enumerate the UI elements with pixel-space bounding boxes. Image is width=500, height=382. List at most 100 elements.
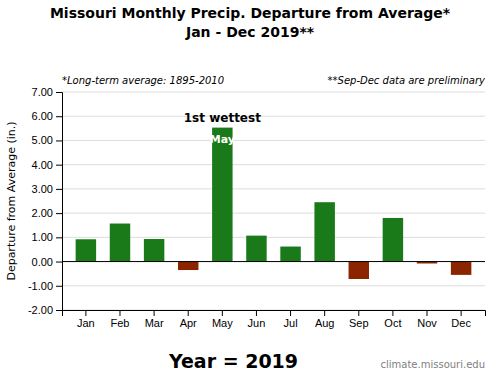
grid-line [62,261,485,262]
x-tick: Feb [111,310,130,329]
x-tick-label: Jun [248,317,266,329]
x-tick-mark [392,310,393,316]
y-tick: -2.00 [28,304,62,316]
bar [212,128,232,262]
grid-line [62,92,485,93]
y-tick: 3.00 [32,183,62,195]
x-tick: Jun [248,310,266,329]
bar [280,247,300,262]
source: climate.missouri.edu [381,359,485,370]
x-tick-label: Dec [451,317,471,329]
y-tick-mark [56,92,62,93]
bar [383,218,403,262]
x-tick-label: Jan [77,317,95,329]
x-tick: Dec [451,310,471,329]
bar [178,262,198,270]
bar [246,236,266,262]
x-tick-label: Nov [417,317,437,329]
y-tick-label: 6.00 [32,110,53,122]
y-tick-mark [56,165,62,166]
title: Missouri Monthly Precip. Departure from … [50,5,451,21]
annotation: 1st wettest [184,111,261,125]
y-tick: 2.00 [32,207,62,219]
y-tick-mark [56,140,62,141]
y-tick: -1.00 [28,280,62,292]
y-tick-label: 3.00 [32,183,53,195]
x-tick-mark [324,310,325,316]
plot-area: -2.00 -1.00 0.00 1.00 2.00 3.00 4.00 5.00 6.00 7.… [28,86,486,329]
y-tick-mark [56,310,62,311]
x-tick: May [212,310,233,329]
y-tick-label: 2.00 [32,207,53,219]
x-tick-mark [222,310,223,316]
bar [144,239,164,262]
x-tick-label: May [212,317,233,329]
subtitle: Jan - Dec 2019** [185,24,315,40]
y-tick: 6.00 [32,110,62,122]
y-tick: 1.00 [32,231,62,243]
grid-line [62,213,485,214]
x-tick-label: Apr [180,317,197,329]
x-tick-label: Aug [315,317,335,329]
bars [76,128,472,279]
x-tick: Jul [284,310,298,329]
x-tick-mark [290,310,291,316]
x-tick-label: Jul [284,317,298,329]
x-tick-mark [256,310,257,316]
grid-line [62,164,485,165]
y-tick: 7.00 [32,86,62,98]
grid-line [62,116,485,117]
footnote: *Long-term average: 1895-2010 [62,75,224,86]
y-tick-mark [56,213,62,214]
y-tick-label: 4.00 [32,159,53,171]
x-tick-label: Sep [349,317,369,329]
y-tick-mark [56,189,62,190]
footnote: **Sep-Dec data are preliminary [328,75,487,86]
bar [349,262,369,279]
x-tick: Apr [180,310,197,329]
grid-line [62,188,485,189]
annotation: May [210,133,235,146]
chart: Missouri Monthly Precip. Departure from … [0,0,500,382]
y-tick: 0.00 [32,256,62,268]
y-tick-mark [56,286,62,287]
grid-line [62,140,485,141]
y-axis-title: Departure from Average (in.) [5,121,18,280]
bar [110,224,130,262]
grid [62,92,485,310]
y-tick-mark [56,237,62,238]
y-axis-line [56,93,63,311]
y-axis: -2.00 -1.00 0.00 1.00 2.00 3.00 4.00 5.00 6.00 7.… [28,86,63,316]
x-tick-label: Mar [145,317,164,329]
y-tick: 5.00 [32,134,62,146]
grid-line [62,285,485,286]
x-tick: Nov [417,310,437,329]
y-tick-mark [56,116,62,117]
y-tick-label: 1.00 [32,231,53,243]
x-tick-label: Oct [384,317,401,329]
x-axis-title: Year = 2019 [168,350,298,372]
x-tick: Mar [145,310,164,329]
y-tick-label: -2.00 [28,304,53,316]
x-tick-mark [154,310,155,316]
y-tick-mark [56,262,62,263]
y-tick-label: -1.00 [28,280,53,292]
bar [451,262,471,275]
x-tick-mark [461,310,462,316]
y-tick-label: 7.00 [32,86,53,98]
zero-line [62,261,485,262]
y-tick: 4.00 [32,159,62,171]
bar [314,202,334,261]
x-tick: Oct [384,310,401,329]
x-tick-mark [85,310,86,316]
x-tick: Aug [315,310,335,329]
x-tick-label: Feb [111,317,130,329]
y-tick-label: 5.00 [32,134,53,146]
x-tick-mark [427,310,428,316]
x-axis: Jan Feb Mar Apr May Jun Jul Aug Sep Oct Nov Dec [63,310,486,329]
x-tick: Sep [349,310,369,329]
x-tick-mark [188,310,189,316]
y-tick-label: 0.00 [32,256,53,268]
x-tick: Jan [77,310,95,329]
x-axis-line [63,311,486,317]
